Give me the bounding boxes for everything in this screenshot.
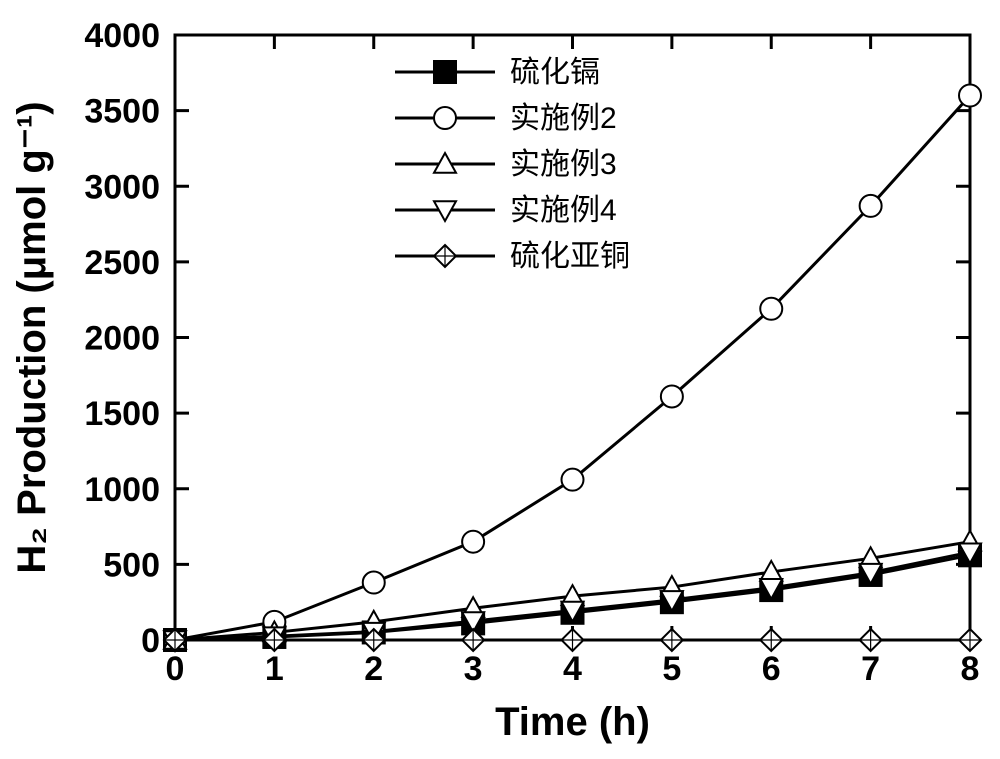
x-tick-label: 0 bbox=[166, 650, 185, 688]
x-tick-label: 8 bbox=[961, 650, 980, 688]
y-axis-label: H₂ Production (μmol g⁻¹) bbox=[10, 101, 54, 573]
marker-circle bbox=[434, 107, 456, 129]
x-tick-label: 3 bbox=[464, 650, 483, 688]
y-tick-label: 1000 bbox=[84, 471, 160, 509]
y-tick-label: 500 bbox=[103, 546, 160, 584]
marker-square bbox=[434, 61, 456, 83]
x-axis-label: Time (h) bbox=[495, 700, 650, 744]
y-tick-label: 2000 bbox=[84, 320, 160, 358]
legend-label-cu2s: 硫化亚铜 bbox=[510, 240, 630, 273]
y-tick-label: 1500 bbox=[84, 395, 160, 433]
marker-circle bbox=[462, 531, 484, 553]
x-tick-label: 1 bbox=[265, 650, 284, 688]
marker-circle bbox=[760, 298, 782, 320]
y-tick-label: 3000 bbox=[84, 168, 160, 206]
x-tick-label: 5 bbox=[662, 650, 681, 688]
marker-circle bbox=[860, 195, 882, 217]
y-tick-label: 2500 bbox=[84, 244, 160, 282]
marker-circle bbox=[959, 85, 981, 107]
marker-circle bbox=[363, 572, 385, 594]
legend-label-ex4: 实施例4 bbox=[510, 194, 617, 227]
legend-label-ex3: 实施例3 bbox=[510, 148, 617, 181]
x-tick-label: 6 bbox=[762, 650, 781, 688]
x-tick-label: 4 bbox=[563, 650, 582, 688]
x-tick-label: 7 bbox=[861, 650, 880, 688]
y-tick-label: 3500 bbox=[84, 93, 160, 131]
h2-production-chart: 0 1 2 3 4 5 6 7 8 0 500 1000 1500 2000 2500 3000 3500 400… bbox=[0, 0, 1000, 759]
marker-circle bbox=[661, 385, 683, 407]
marker-circle bbox=[562, 469, 584, 491]
y-tick-label: 4000 bbox=[84, 17, 160, 55]
x-tick-label: 2 bbox=[364, 650, 383, 688]
legend-label-cds: 硫化镉 bbox=[510, 56, 600, 89]
chart-svg: 0 1 2 3 4 5 6 7 8 0 500 1000 1500 2000 2500 3000 3500 400… bbox=[0, 0, 1000, 759]
y-tick-label: 0 bbox=[141, 622, 160, 660]
legend-label-ex2: 实施例2 bbox=[510, 102, 617, 135]
